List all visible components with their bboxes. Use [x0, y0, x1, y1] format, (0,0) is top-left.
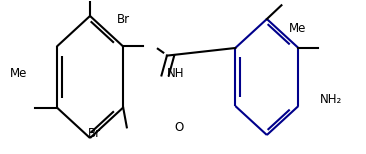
- Text: NH₂: NH₂: [320, 93, 342, 106]
- Text: Me: Me: [10, 67, 27, 80]
- Text: O: O: [174, 121, 183, 134]
- Text: Br: Br: [117, 12, 130, 26]
- Text: Me: Me: [289, 22, 306, 35]
- Text: Br: Br: [88, 127, 101, 140]
- Text: NH: NH: [167, 67, 184, 80]
